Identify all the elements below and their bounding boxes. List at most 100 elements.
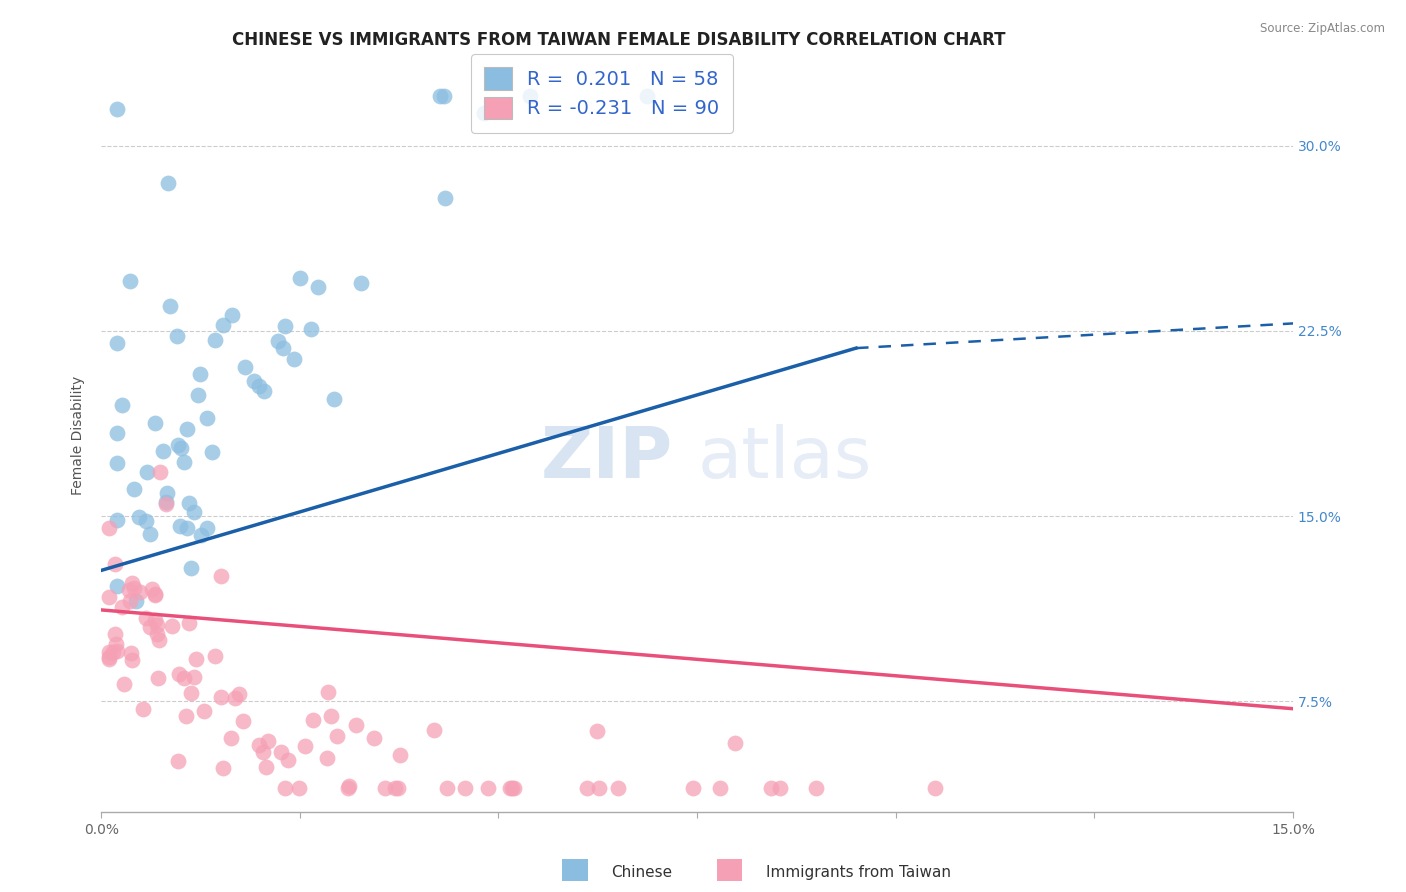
Point (98, 645, 121, 659)
Point (384, 780, 406, 795)
Point (195, 411, 218, 425)
Point (167, 667, 190, 681)
Point (121, 653, 143, 667)
Point (166, 329, 188, 343)
Point (124, 594, 146, 608)
Point (143, 417, 166, 431)
Point (122, 581, 145, 595)
Point (321, 709, 343, 723)
Point (387, 780, 409, 795)
Point (174, 709, 197, 723)
Point (169, 519, 191, 533)
Point (179, 616, 201, 631)
Point (219, 731, 242, 745)
Point (267, 334, 290, 348)
Point (190, 528, 212, 542)
Point (232, 714, 254, 729)
Point (128, 585, 150, 599)
Point (271, 341, 294, 355)
Point (436, 780, 458, 795)
Point (103, 627, 125, 641)
Point (337, 780, 360, 795)
Point (429, 89, 451, 103)
Point (636, 89, 658, 103)
Point (503, 780, 526, 795)
Point (98, 521, 121, 535)
Point (139, 620, 162, 634)
Point (374, 780, 396, 795)
Point (132, 702, 155, 716)
Point (472, 106, 495, 120)
Point (228, 687, 250, 701)
Point (143, 587, 166, 601)
Text: atlas: atlas (697, 424, 872, 493)
Point (155, 494, 177, 508)
Point (195, 521, 218, 535)
Point (148, 632, 170, 647)
Point (233, 360, 256, 375)
Point (247, 378, 270, 392)
Point (769, 780, 792, 795)
Point (575, 780, 598, 795)
Point (146, 671, 169, 685)
Point (152, 444, 174, 458)
Point (316, 685, 339, 699)
Point (180, 686, 202, 700)
Point (173, 454, 195, 468)
Point (388, 747, 411, 762)
Point (176, 422, 198, 436)
Text: CHINESE VS IMMIGRANTS FROM TAIWAN FEMALE DISABILITY CORRELATION CHART: CHINESE VS IMMIGRANTS FROM TAIWAN FEMALE… (232, 31, 1005, 49)
Point (141, 582, 163, 597)
Point (111, 398, 134, 412)
Point (224, 690, 246, 705)
Point (924, 780, 946, 795)
Point (159, 299, 181, 313)
Point (274, 319, 297, 334)
Point (188, 367, 211, 381)
Point (337, 780, 360, 794)
Text: Immigrants from Taiwan: Immigrants from Taiwan (766, 865, 952, 880)
Point (105, 336, 128, 351)
Point (761, 780, 783, 795)
Point (155, 497, 177, 511)
Point (243, 374, 266, 388)
Point (121, 576, 143, 591)
Point (122, 482, 145, 496)
Point (350, 277, 373, 291)
Point (209, 568, 232, 582)
Point (682, 780, 704, 795)
Point (167, 438, 190, 452)
Text: ZIP: ZIP (541, 424, 673, 493)
Text: Chinese: Chinese (612, 865, 672, 880)
Point (143, 613, 166, 627)
Point (316, 750, 339, 764)
Point (160, 619, 183, 633)
Point (344, 718, 367, 732)
Point (98, 590, 121, 604)
Point (519, 89, 541, 103)
Point (363, 731, 385, 745)
Point (499, 780, 522, 795)
Point (288, 271, 311, 285)
Point (98, 652, 121, 666)
Point (588, 780, 610, 795)
Point (149, 465, 172, 479)
Point (183, 670, 205, 684)
Point (105, 579, 128, 593)
Point (104, 557, 127, 571)
Point (105, 456, 128, 470)
Point (209, 690, 232, 704)
Point (433, 89, 456, 103)
Point (187, 388, 209, 402)
Point (277, 753, 299, 767)
Point (146, 626, 169, 640)
Point (177, 496, 200, 510)
Point (299, 321, 322, 335)
Point (103, 645, 125, 659)
Point (709, 780, 731, 795)
Text: Source: ZipAtlas.com: Source: ZipAtlas.com (1260, 22, 1385, 36)
Point (270, 745, 292, 759)
Point (111, 600, 134, 615)
Point (302, 713, 325, 727)
Point (128, 510, 150, 524)
